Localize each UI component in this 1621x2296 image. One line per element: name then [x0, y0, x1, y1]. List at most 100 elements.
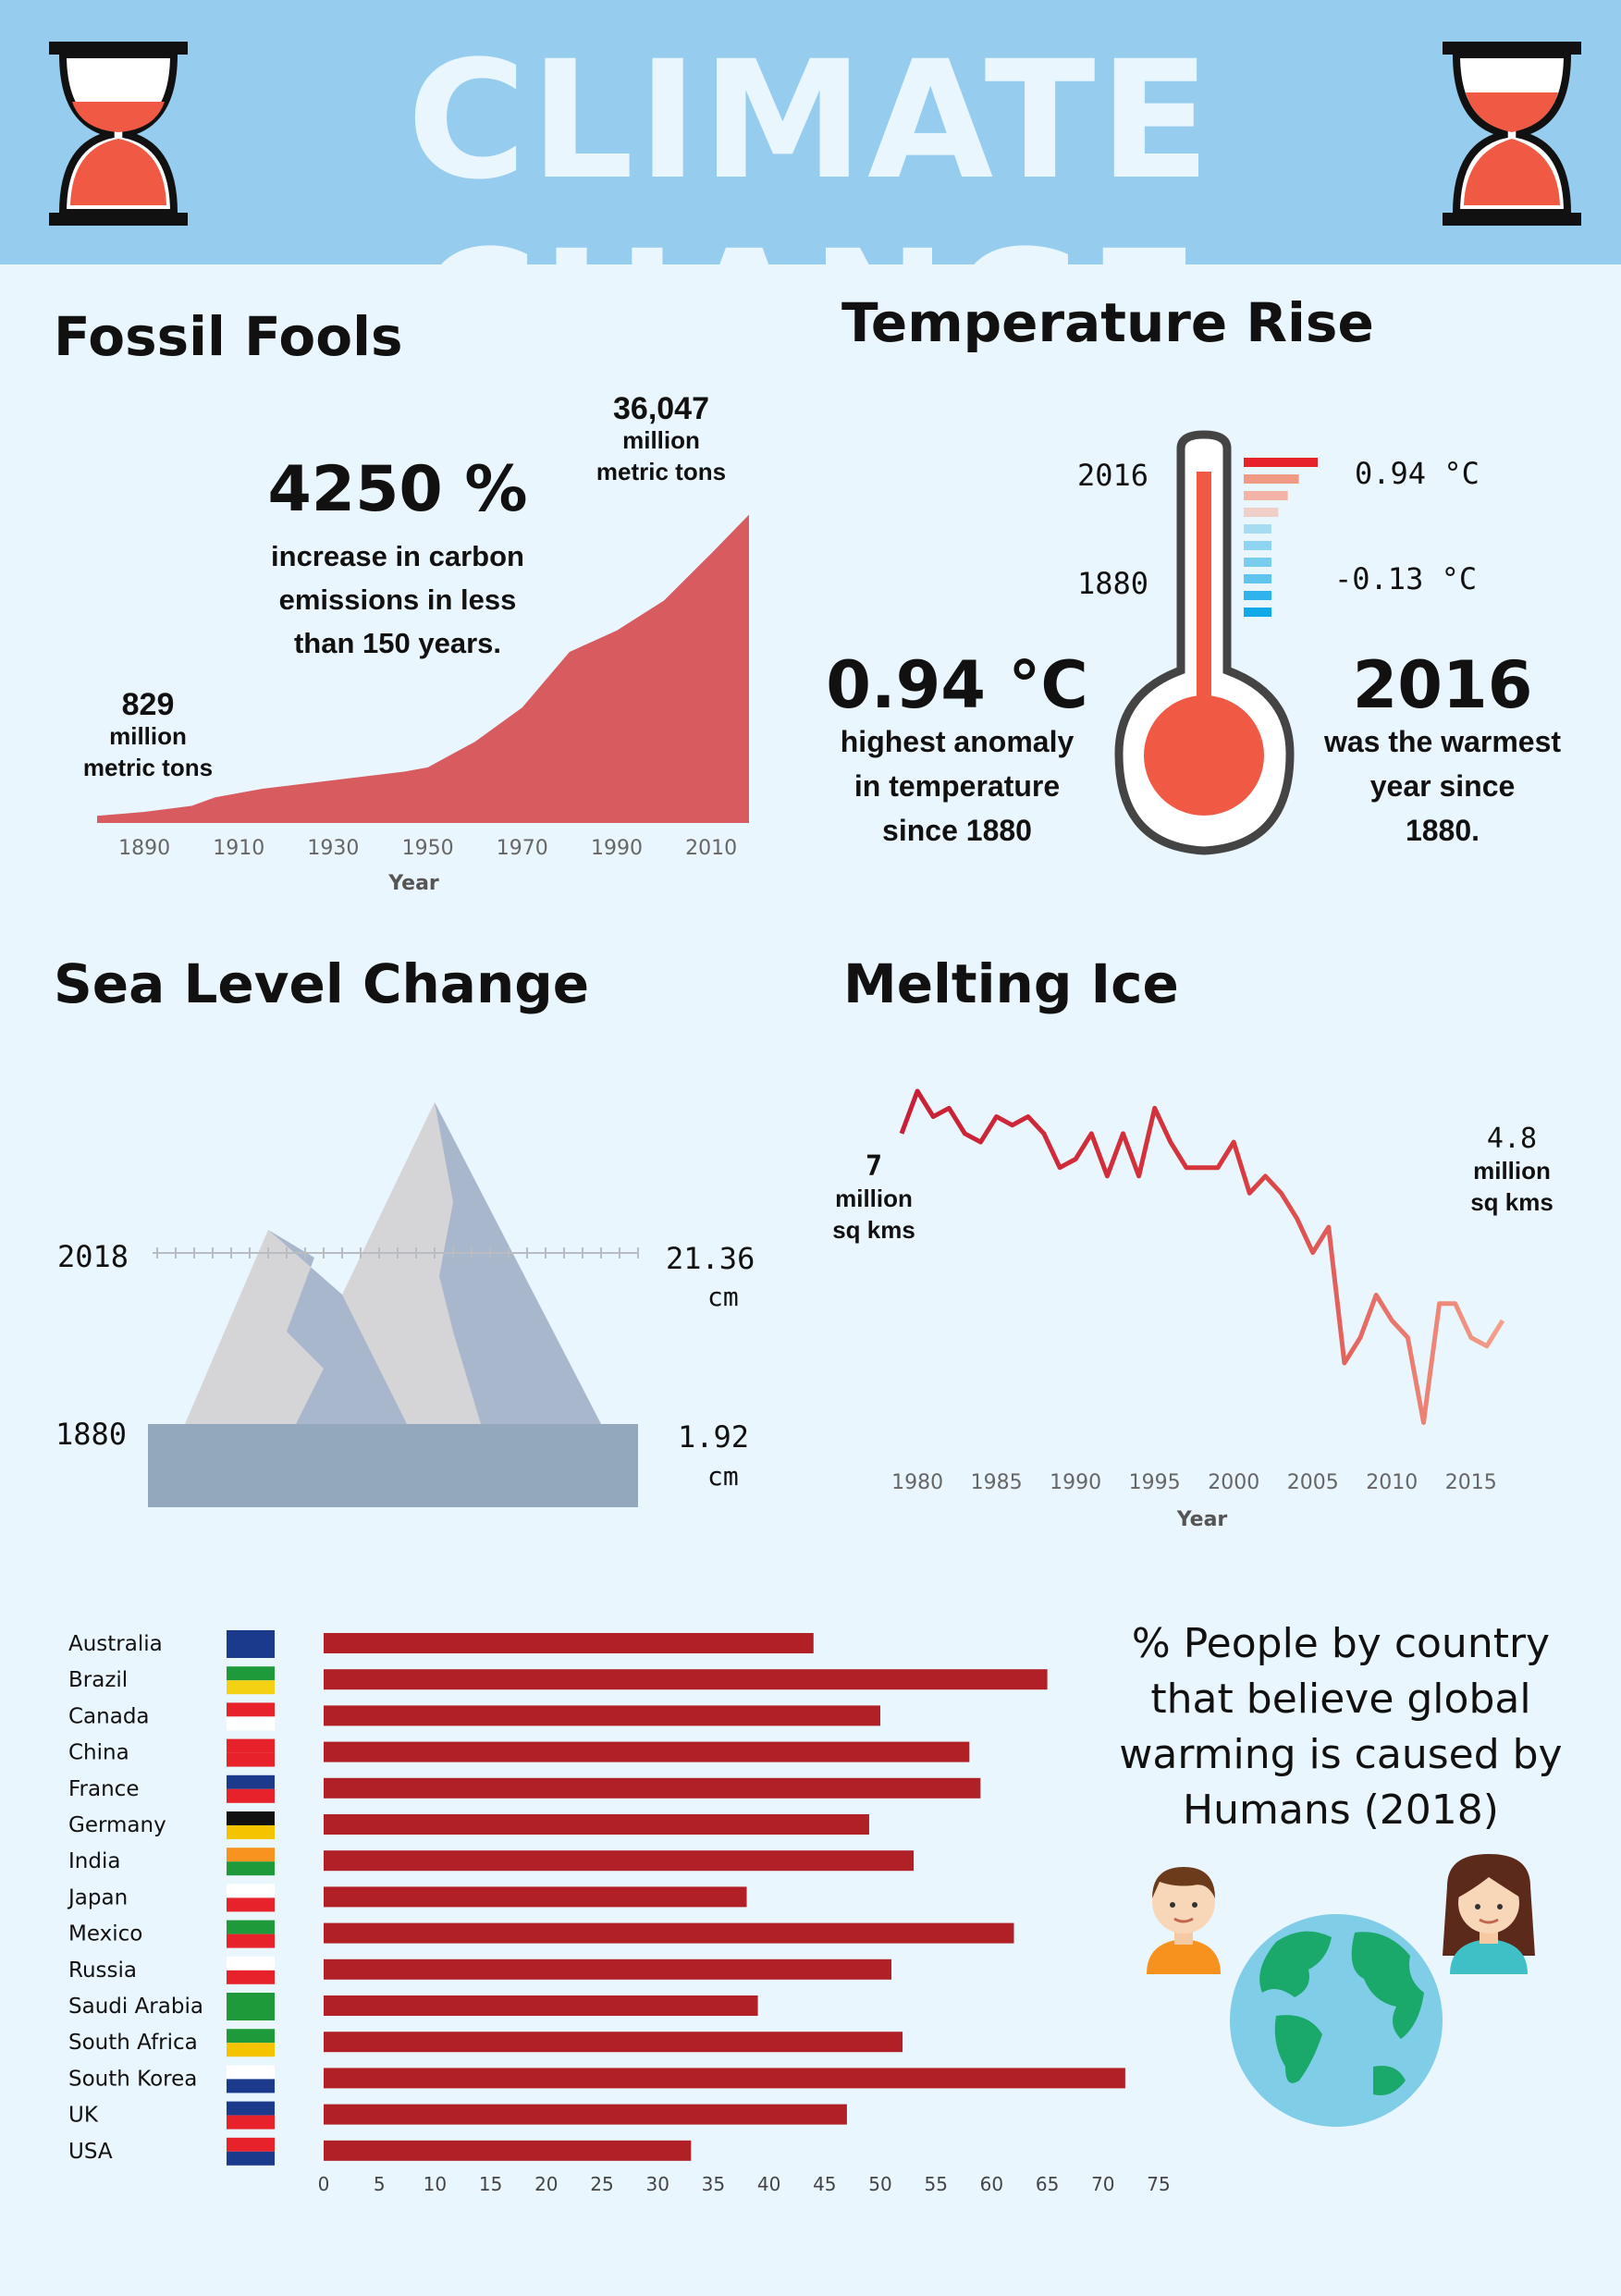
temperature-stat-line: in temperature	[853, 769, 1061, 803]
fossil-area	[97, 514, 749, 823]
fossil-emissions-chart: 1890 1910 1930 1950 1970 1990 2010 Year	[97, 514, 749, 895]
country-label: Mexico	[68, 1922, 142, 1946]
page-title: CLIMATE CHANGE	[407, 26, 1214, 405]
ice-start-value: 7	[865, 1150, 883, 1183]
ice-start-unit: million	[835, 1185, 913, 1212]
country-label: Australia	[68, 1632, 163, 1656]
warmest-year-stat: 2016	[1352, 647, 1533, 723]
temperature-bar	[1244, 541, 1271, 550]
x-tick-label: 2000	[1208, 1471, 1259, 1494]
country-flag-icon	[227, 2101, 275, 2130]
country-flag-icon	[227, 1884, 275, 1912]
country-flag-icon	[227, 2137, 275, 2166]
country-label: USA	[68, 2140, 113, 2164]
belief-bar	[324, 1705, 880, 1726]
hourglass-icon	[49, 42, 188, 226]
sea-level-unit-top: cm	[707, 1282, 739, 1312]
country-label: Germany	[68, 1813, 166, 1837]
temperature-bar	[1244, 558, 1271, 567]
temperature-bar	[1244, 458, 1318, 467]
sea-level-ruler	[153, 1247, 639, 1259]
iceberg-illustration	[148, 1102, 638, 1507]
fossil-end-unit: metric tons	[596, 458, 727, 485]
temperature-stat-line: highest anomaly	[840, 725, 1075, 758]
x-tick-label: 60	[980, 2173, 1003, 2195]
country-flag-icon	[227, 1666, 275, 1695]
country-label: Canada	[68, 1704, 150, 1728]
sea-level-unit-bottom: cm	[707, 1461, 739, 1492]
country-flag-icon	[227, 1630, 275, 1658]
fossil-start-label: 829 million metric tons	[65, 689, 231, 783]
temperature-bar	[1244, 574, 1271, 583]
x-tick-label: 20	[534, 2173, 558, 2195]
x-tick-label: 1910	[213, 837, 264, 860]
sea-level-value-top: 21.36	[666, 1241, 755, 1276]
country-flag-icon	[227, 1920, 275, 1948]
temperature-value-top: 0.94 °C	[1355, 456, 1480, 491]
x-tick-label: 0	[318, 2173, 330, 2195]
fossil-stat-line: than 150 years.	[293, 627, 502, 659]
country-flag-icon	[227, 1811, 275, 1839]
x-tick-label: 10	[424, 2173, 447, 2195]
x-tick-label: 2005	[1287, 1471, 1339, 1494]
man-avatar-icon	[1147, 1867, 1221, 1974]
x-tick-label: 1970	[497, 837, 548, 860]
earth-globe-icon	[1230, 1914, 1443, 2127]
ice-end-unit: million	[1473, 1157, 1551, 1185]
x-tick-label: 15	[479, 2173, 502, 2195]
x-tick-label: 50	[868, 2173, 891, 2195]
temperature-bar	[1244, 508, 1279, 517]
belief-bar	[324, 1777, 981, 1799]
x-tick-label: 30	[645, 2173, 669, 2195]
temperature-bar	[1244, 591, 1271, 600]
temperature-bar	[1244, 491, 1288, 500]
belief-title-line: warming is caused by	[1119, 1731, 1563, 1778]
country-flag-icon	[227, 1848, 275, 1876]
fossil-section-title: Fossil Fools	[54, 305, 403, 368]
x-tick-label: 55	[924, 2173, 947, 2195]
temperature-bar	[1244, 474, 1299, 484]
ice-end-unit: sq kms	[1470, 1188, 1553, 1216]
country-label: Brazil	[68, 1668, 128, 1692]
belief-bar-chart: Australia Brazil Canada China France Germany I…	[67, 1630, 1171, 2195]
country-label: South Africa	[68, 2031, 198, 2055]
x-tick-label: 1980	[891, 1471, 943, 1494]
x-tick-label: 1990	[591, 837, 643, 860]
country-flag-icon	[227, 2029, 275, 2057]
x-tick-label: 25	[590, 2173, 613, 2195]
belief-title-line: that believe global	[1150, 1676, 1531, 1723]
ice-extent-line	[899, 1088, 1505, 1425]
warmest-year-line: was the warmest	[1323, 725, 1562, 758]
warmest-year-line: 1880.	[1405, 814, 1480, 847]
country-flag-icon	[227, 1702, 275, 1731]
belief-bar	[324, 1850, 915, 1872]
x-tick-label: 35	[702, 2173, 725, 2195]
temperature-stat-text: highest anomaly in temperature since 188…	[804, 719, 1110, 853]
belief-bar	[324, 2068, 1125, 2089]
country-flag-icon	[227, 1956, 275, 1984]
x-tick-label: 1995	[1129, 1471, 1181, 1494]
belief-chart-title: % People by country that believe global …	[1100, 1616, 1581, 1838]
x-tick-label: 1985	[971, 1471, 1023, 1494]
belief-bar	[324, 1886, 747, 1908]
belief-bar	[324, 2032, 903, 2053]
fossil-stat-line: emissions in less	[278, 583, 517, 616]
x-tick-label: 1930	[307, 837, 359, 860]
temperature-year-bottom: 1880	[1077, 566, 1149, 601]
sea-level-value-bottom: 1.92	[678, 1419, 750, 1455]
x-tick-label: 75	[1147, 2173, 1170, 2195]
header-banner: CLIMATE CHANGE	[0, 0, 1621, 405]
belief-bar	[324, 1814, 869, 1835]
ice-start-unit: sq kms	[832, 1216, 915, 1244]
belief-bar	[324, 2104, 847, 2125]
sea-level-year-top: 2018	[57, 1239, 129, 1274]
sea-level-section-title: Sea Level Change	[54, 952, 590, 1015]
country-label: France	[68, 1777, 139, 1801]
temperature-stat-line: since 1880	[882, 814, 1032, 847]
temperature-value-bottom: -0.13 °C	[1334, 561, 1478, 596]
temperature-bars	[1244, 458, 1318, 617]
country-label: Russia	[68, 1958, 137, 1983]
country-flag-icon	[227, 2065, 275, 2093]
temperature-section-title: Temperature Rise	[841, 291, 1374, 354]
belief-bar	[324, 1741, 970, 1762]
